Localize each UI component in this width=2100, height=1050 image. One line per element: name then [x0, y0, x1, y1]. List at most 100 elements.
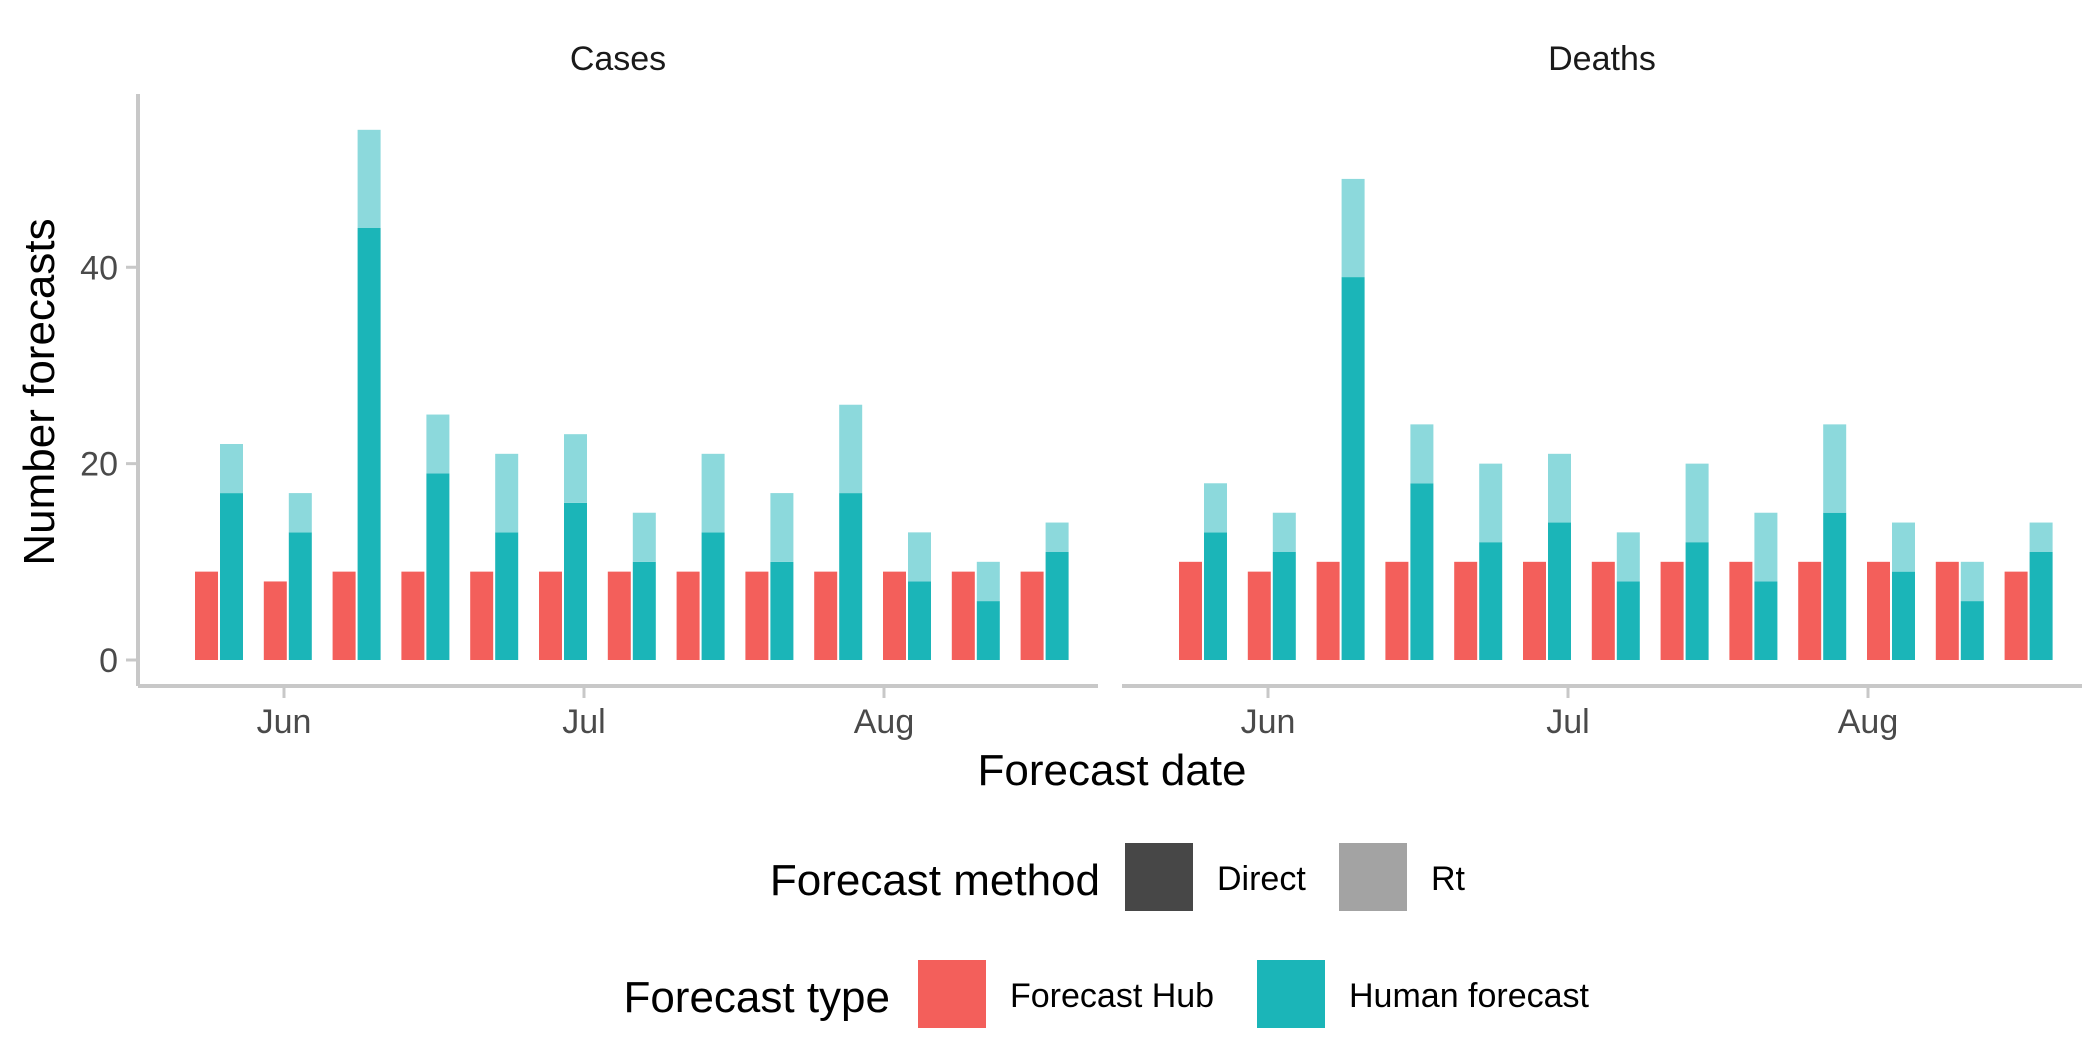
bar-human-rt [1892, 522, 1915, 572]
x-tick-label: Aug [1838, 703, 1899, 741]
legend-swatch-direct [1125, 843, 1193, 911]
legend-swatch-forecast-hub [918, 960, 986, 1028]
legend-swatch-human-forecast [1257, 960, 1325, 1028]
bar-human-rt [770, 493, 794, 562]
bar-human-rt [1823, 424, 1847, 513]
bar-human-rt [1960, 561, 1984, 602]
x-tick-label: Jun [1241, 703, 1296, 741]
bar-forecast-hub [1798, 561, 1822, 660]
bar-forecast-hub [332, 571, 356, 660]
bar-human-direct [495, 532, 519, 660]
bar-human-rt [976, 561, 1000, 602]
bar-human-rt [908, 532, 931, 582]
bar-human-rt [1410, 424, 1434, 484]
y-tick-label: 20 [80, 446, 118, 484]
bar-forecast-hub [263, 581, 287, 660]
bar-human-rt [288, 493, 312, 533]
bar-human-direct [1479, 542, 1503, 660]
bar-forecast-hub [607, 571, 631, 660]
y-axis-title: Number forecasts [15, 218, 64, 565]
bar-human-direct [908, 581, 931, 660]
bar-human-rt [701, 453, 725, 533]
bar-forecast-hub [1935, 561, 1959, 660]
bar-human-direct [701, 532, 725, 660]
bar-human-direct [632, 561, 656, 660]
bar-forecast-hub [1385, 561, 1409, 660]
bar-forecast-hub [1454, 561, 1478, 660]
bar-human-rt [839, 404, 863, 494]
bar-human-rt [1204, 483, 1227, 533]
y-tick-label: 0 [99, 642, 118, 680]
bar-human-direct [1616, 581, 1640, 660]
bar-human-rt [426, 414, 450, 474]
bar-forecast-hub [676, 571, 700, 660]
legend-label-human-forecast: Human forecast [1349, 977, 1590, 1015]
legend-forecast-method: Forecast method Direct Rt [770, 843, 1466, 911]
bar-forecast-hub [401, 571, 425, 660]
panel-title: Deaths [1548, 40, 1656, 78]
bar-human-rt [1272, 512, 1296, 552]
bar-forecast-hub [195, 571, 218, 660]
bar-human-rt [1479, 463, 1503, 543]
legend-swatch-rt [1339, 843, 1407, 911]
bar-human-direct [1272, 552, 1296, 660]
legend-title-method: Forecast method [770, 856, 1100, 905]
bar-human-rt [564, 434, 587, 503]
bar-human-direct [770, 561, 794, 660]
x-axis-title: Forecast date [977, 746, 1246, 795]
bar-forecast-hub [2004, 571, 2028, 660]
x-tick-label: Jul [562, 703, 605, 741]
legend-label-rt: Rt [1431, 860, 1466, 898]
bar-human-rt [1341, 178, 1365, 278]
bar-human-rt [632, 512, 656, 562]
panel-title: Cases [570, 40, 666, 78]
bar-forecast-hub [1247, 571, 1271, 660]
bar-human-direct [426, 473, 450, 660]
bar-human-direct [357, 228, 381, 660]
bar-human-direct [1410, 483, 1434, 660]
bar-human-rt [2029, 522, 2053, 552]
bar-forecast-hub [1316, 561, 1340, 660]
x-tick-label: Jun [257, 703, 312, 741]
bar-human-rt [357, 129, 381, 228]
y-tick-label: 40 [80, 249, 118, 287]
bar-forecast-hub [470, 571, 494, 660]
bar-human-direct [1341, 277, 1365, 660]
bar-forecast-hub [745, 571, 769, 660]
bar-human-rt [1548, 453, 1571, 523]
bar-forecast-hub [1729, 561, 1753, 660]
bar-human-direct [220, 493, 243, 660]
bar-human-rt [1045, 522, 1069, 552]
bar-forecast-hub [883, 571, 906, 660]
bar-forecast-hub [1660, 561, 1684, 660]
panel-deaths: Deaths Jun Jul Aug [1122, 40, 2082, 741]
legend-title-type: Forecast type [623, 973, 890, 1022]
bar-human-rt [1754, 512, 1778, 582]
bar-human-direct [1823, 512, 1847, 660]
bar-human-rt [1616, 532, 1640, 582]
bar-human-rt [220, 444, 243, 494]
legend-label-forecast-hub: Forecast Hub [1010, 977, 1214, 1015]
bar-human-direct [288, 532, 312, 660]
bar-human-rt [1685, 463, 1709, 543]
bar-forecast-hub [1020, 571, 1044, 660]
bar-human-direct [1204, 532, 1227, 660]
bar-human-direct [2029, 552, 2053, 660]
bar-forecast-hub [1867, 561, 1890, 660]
bar-human-direct [1045, 552, 1069, 660]
x-tick-label: Jul [1546, 703, 1589, 741]
bar-forecast-hub [951, 571, 975, 660]
bar-human-direct [564, 502, 587, 660]
bar-human-direct [1754, 581, 1778, 660]
bar-forecast-hub [1591, 561, 1615, 660]
x-tick-label: Aug [854, 703, 915, 741]
bar-human-direct [839, 493, 863, 660]
bar-human-direct [1892, 571, 1915, 660]
legend-forecast-type: Forecast type Forecast Hub Human forecas… [623, 960, 1590, 1028]
bar-forecast-hub [814, 571, 838, 660]
legend-label-direct: Direct [1217, 860, 1306, 898]
bar-human-direct [1960, 601, 1984, 660]
y-axis: 0 20 40 [80, 94, 140, 686]
